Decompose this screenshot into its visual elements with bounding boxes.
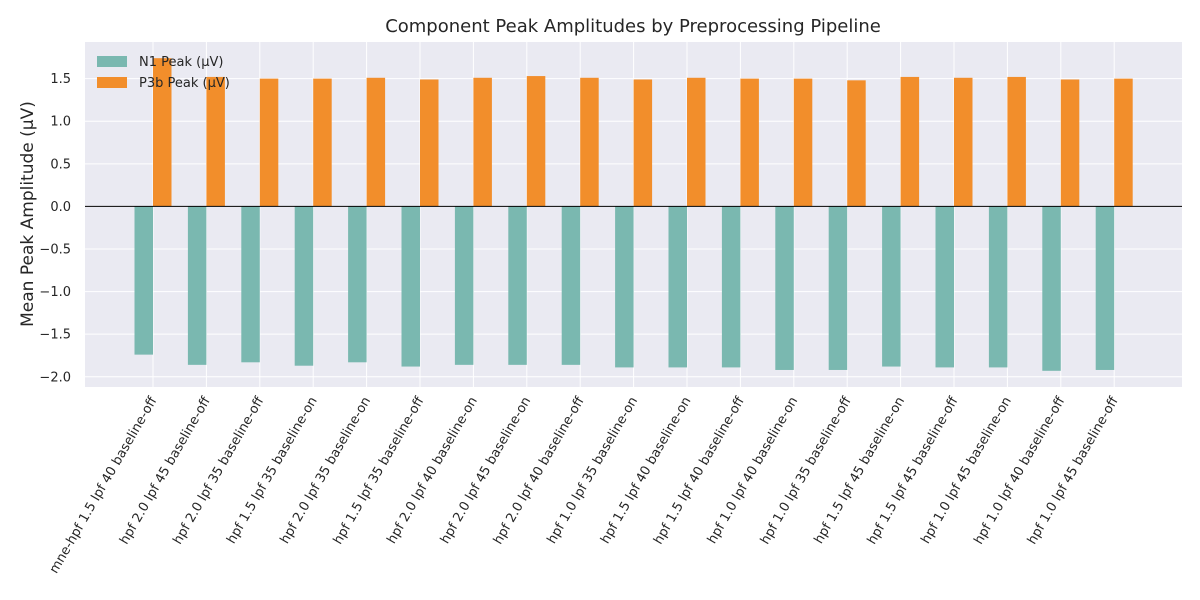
bar-p3b: [847, 80, 866, 207]
bar-n1: [1095, 206, 1115, 370]
x-tick-label: hpf 2.0 lpf 40 baseline-off: [491, 394, 588, 548]
bar-n1: [1042, 206, 1061, 371]
legend-swatch: [97, 56, 127, 67]
legend-label: P3b Peak (µV): [139, 76, 230, 91]
y-tick-labels: −2.0 −1.5 −1.0 −0.5 0.0 0.5 1.0 1.5: [39, 72, 71, 385]
x-tick-label: mne-hpf 1.5 lpf 40 baseline-off: [47, 394, 161, 577]
bar-n1: [294, 206, 314, 366]
bar-n1: [668, 206, 687, 368]
bar-p3b: [366, 77, 386, 207]
bar-n1: [721, 206, 741, 368]
bar-n1: [775, 206, 794, 370]
x-tick-label: hpf 1.5 lpf 35 baseline-off: [331, 394, 428, 548]
bar-p3b: [1007, 76, 1026, 207]
y-tick-label: 0.5: [50, 157, 71, 172]
x-tick-label: hpf 2.0 lpf 40 baseline-on: [384, 395, 480, 547]
bar-n1: [187, 206, 207, 365]
bar-p3b: [580, 77, 599, 207]
chart-title: Component Peak Amplitudes by Preprocessi…: [385, 16, 881, 37]
bar-n1: [454, 206, 474, 365]
legend-swatch: [97, 77, 127, 88]
bar-p3b: [206, 76, 225, 207]
x-tick-label: hpf 1.5 lpf 40 baseline-on: [598, 395, 694, 547]
bars: [134, 58, 1133, 371]
bar-p3b: [526, 76, 546, 207]
bar-p3b: [793, 78, 813, 207]
x-tick-label: hpf 2.0 lpf 35 baseline-off: [171, 394, 268, 548]
bar-p3b: [259, 78, 279, 207]
x-tick-label: hpf 1.5 lpf 35 baseline-on: [224, 395, 320, 547]
x-tick-label: hpf 1.5 lpf 40 baseline-off: [651, 394, 748, 548]
x-tick-label: hpf 1.0 lpf 40 baseline-on: [705, 395, 801, 547]
bar-n1: [561, 206, 581, 365]
bar-p3b: [153, 58, 172, 207]
x-tick-label: hpf 1.0 lpf 45 baseline-on: [918, 395, 1014, 547]
x-tick-label: hpf 1.5 lpf 45 baseline-on: [812, 395, 908, 547]
bar-n1: [401, 206, 420, 367]
bar-n1: [615, 206, 634, 368]
y-tick-label: −1.5: [39, 328, 71, 343]
y-axis-label: Mean Peak Amplitude (µV): [18, 101, 38, 327]
bar-p3b: [954, 77, 973, 207]
y-tick-label: 1.5: [50, 72, 71, 87]
bar-n1: [241, 206, 260, 363]
legend-label: N1 Peak (µV): [139, 55, 223, 70]
bar-p3b: [420, 79, 439, 207]
bar-p3b: [740, 78, 759, 207]
bar-n1: [508, 206, 527, 365]
bar-p3b: [900, 76, 920, 207]
y-tick-label: 0.0: [50, 200, 71, 215]
x-tick-label: hpf 2.0 lpf 45 baseline-on: [438, 395, 534, 547]
bar-p3b: [633, 79, 653, 207]
bar-p3b: [473, 77, 492, 207]
bar-n1: [882, 206, 901, 367]
legend: N1 Peak (µV) P3b Peak (µV): [97, 55, 230, 91]
x-tick-label: hpf 1.5 lpf 45 baseline-off: [865, 394, 962, 548]
x-tick-label: hpf 2.0 lpf 45 baseline-off: [117, 394, 214, 548]
bar-n1: [935, 206, 954, 368]
x-tick-label: hpf 1.0 lpf 35 baseline-off: [758, 394, 855, 548]
bar-p3b: [687, 77, 706, 207]
bar-p3b: [1060, 79, 1080, 207]
bar-p3b: [313, 78, 332, 207]
y-tick-label: −1.0: [39, 285, 71, 300]
x-tick-label: hpf 1.0 lpf 40 baseline-off: [972, 394, 1069, 548]
bar-n1: [348, 206, 367, 363]
bar-p3b: [1114, 78, 1133, 207]
x-tick-label: hpf 2.0 lpf 35 baseline-on: [278, 394, 374, 546]
bar-n1: [828, 206, 848, 370]
x-tick-label: hpf 1.0 lpf 45 baseline-off: [1025, 394, 1122, 548]
x-tick-label: hpf 1.0 lpf 35 baseline-on: [545, 395, 641, 547]
y-tick-label: −0.5: [39, 243, 71, 258]
bar-n1: [988, 206, 1008, 368]
y-tick-label: 1.0: [50, 115, 71, 130]
bar-n1: [134, 206, 153, 355]
y-tick-label: −2.0: [39, 370, 71, 385]
